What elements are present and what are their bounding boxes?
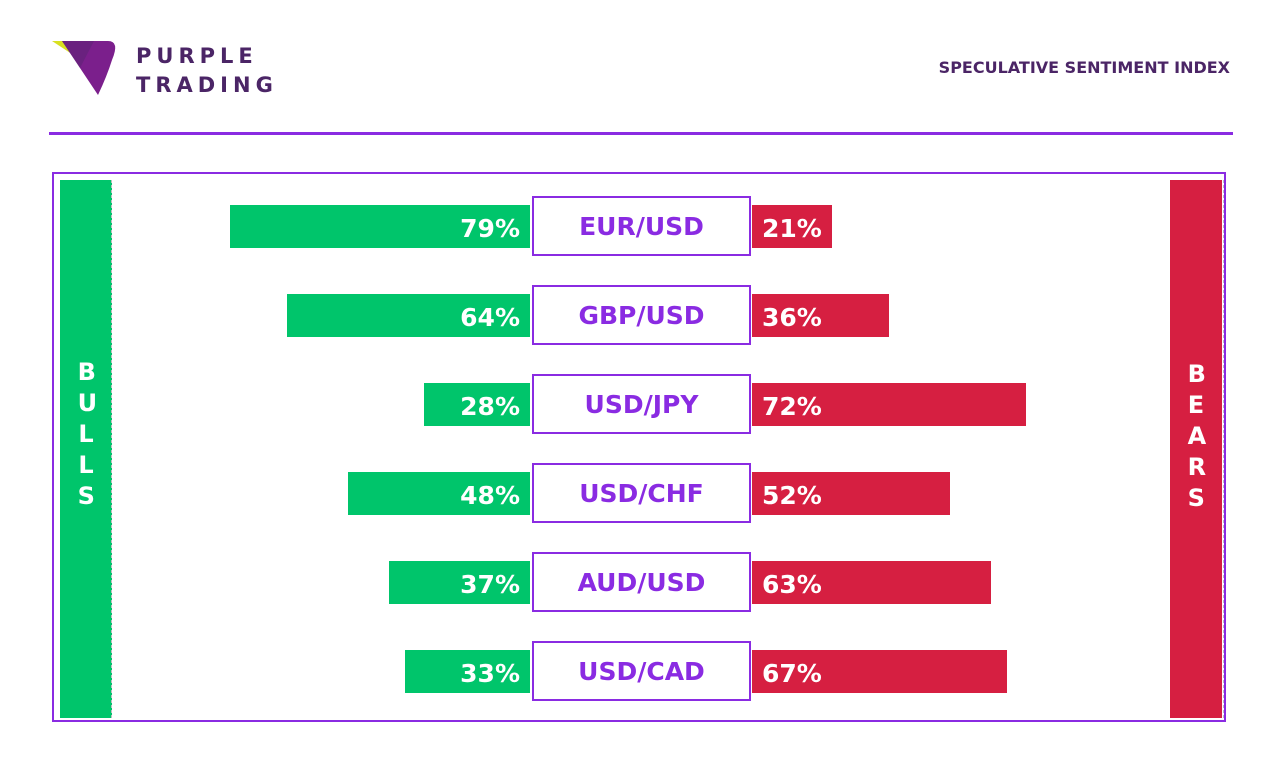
currency-pair-label: USD/CAD [532, 641, 751, 701]
bull-percent-label: 48% [460, 481, 520, 510]
bear-percent-label: 52% [762, 481, 822, 510]
currency-pair-label: AUD/USD [532, 552, 751, 612]
page-title: SPECULATIVE SENTIMENT INDEX [938, 58, 1230, 77]
bears-side-bar: BEARS [1170, 180, 1222, 718]
bull-percent-label: 79% [460, 214, 520, 243]
bear-percent-label: 67% [762, 659, 822, 688]
bear-percent-label: 36% [762, 303, 822, 332]
chart-frame [52, 172, 1226, 722]
bear-percent-label: 72% [762, 392, 822, 421]
bull-percent-label: 37% [460, 570, 520, 599]
bull-percent-label: 33% [460, 659, 520, 688]
bull-percent-label: 64% [460, 303, 520, 332]
bear-bar [752, 205, 832, 248]
bear-percent-label: 21% [762, 214, 822, 243]
brand-line-2: TRADING [136, 73, 278, 97]
bears-label: BEARS [1187, 360, 1207, 512]
header-divider [49, 132, 1233, 135]
currency-pair-label: EUR/USD [532, 196, 751, 256]
bull-bar [286, 294, 530, 337]
bear-bar [752, 650, 1007, 693]
bull-bar [389, 561, 530, 604]
bear-bar [752, 561, 992, 604]
bear-bar [752, 383, 1026, 426]
bulls-side-bar: BULLS [60, 180, 112, 718]
brand-logo: PURPLE TRADING [50, 38, 320, 102]
currency-pair-label: USD/JPY [532, 374, 751, 434]
bear-bar [752, 294, 889, 337]
currency-pair-label: GBP/USD [532, 285, 751, 345]
currency-pair-label: USD/CHF [532, 463, 751, 523]
bull-bar [404, 650, 530, 693]
brand-line-1: PURPLE [136, 44, 258, 68]
bull-bar [423, 383, 530, 426]
bulls-label: BULLS [77, 357, 98, 510]
bull-bar [229, 205, 530, 248]
bull-bar [347, 472, 530, 515]
divider-line [1223, 180, 1224, 718]
divider-line [111, 180, 112, 718]
brand-name: PURPLE TRADING [136, 42, 278, 100]
logo-mark-icon [52, 41, 116, 95]
bear-percent-label: 63% [762, 570, 822, 599]
bear-bar [752, 472, 950, 515]
bull-percent-label: 28% [460, 392, 520, 421]
